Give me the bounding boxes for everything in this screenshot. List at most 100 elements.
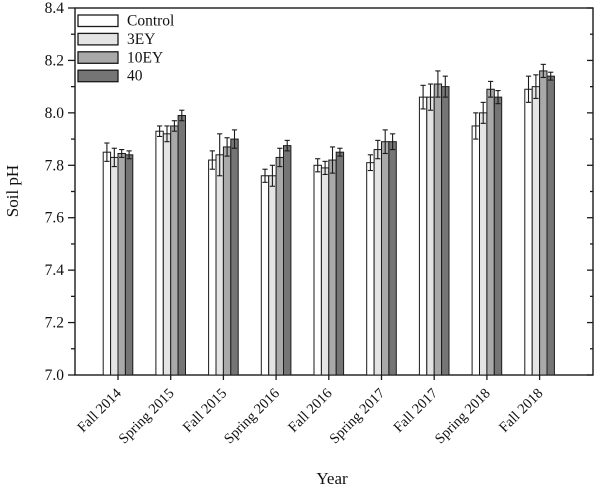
x-axis-title: Year [316, 469, 348, 488]
x-axis-tick-label: Spring 2018 [432, 386, 494, 448]
error-bar-Control-6 [420, 84, 426, 110]
y-axis-tick-label: 7.2 [45, 315, 64, 332]
x-axis-tick-label: Fall 2018 [496, 386, 546, 436]
bar-40-4 [335, 151, 345, 376]
bar-10EY-0 [117, 152, 126, 376]
error-bar-40-4 [337, 147, 343, 157]
bar-10EY-4 [328, 159, 337, 376]
error-bar-10EY-2 [224, 137, 230, 157]
error-bar-40-3 [284, 139, 290, 152]
error-bar-10EY-7 [488, 80, 494, 98]
error-bar-40-7 [495, 90, 501, 105]
legend-swatch-10EY [77, 51, 119, 64]
error-bar-Control-5 [367, 154, 373, 172]
bar-Control-5 [366, 162, 375, 376]
bar-40-0 [124, 154, 134, 376]
y-axis-tick-label: 7.0 [45, 367, 65, 384]
error-bar-10EY-5 [382, 129, 388, 155]
bar-3EY-3 [268, 175, 277, 376]
x-axis-tick-label: Fall 2015 [180, 386, 230, 436]
error-bar-Control-0 [104, 142, 110, 162]
bar-10EY-8 [539, 70, 548, 376]
legend-swatch-40 [77, 69, 119, 83]
bar-3EY-6 [426, 96, 435, 376]
error-bar-40-1 [179, 109, 185, 122]
bar-3EY-7 [479, 112, 488, 376]
bar-3EY-1 [162, 133, 172, 376]
y-axis-title: Soil pH [3, 165, 22, 217]
x-axis-tick-label: Spring 2015 [116, 386, 178, 448]
error-bar-Control-2 [209, 150, 215, 170]
error-bar-3EY-0 [111, 147, 117, 168]
bar-3EY-5 [373, 149, 383, 376]
x-axis-tick-label: Spring 2016 [221, 386, 283, 448]
y-axis-tick-label: 7.8 [45, 157, 65, 174]
error-bar-3EY-8 [533, 74, 539, 99]
error-bar-3EY-3 [269, 164, 275, 187]
bar-Control-8 [524, 88, 533, 376]
error-bar-Control-1 [157, 125, 163, 137]
bar-40-8 [546, 75, 555, 376]
bar-40-3 [283, 145, 292, 376]
legend-label-Control: Control [127, 13, 174, 30]
y-axis-tick-label: 8.4 [45, 0, 65, 17]
legend-label-3EY: 3EY [127, 31, 155, 48]
bar-10EY-2 [222, 146, 232, 376]
bar-Control-7 [471, 125, 481, 376]
y-axis-tick-label: 8.2 [45, 52, 64, 69]
error-bar-10EY-6 [435, 70, 441, 98]
bar-40-1 [177, 114, 187, 376]
error-bar-40-6 [442, 75, 448, 98]
legend-swatch-3EY [77, 32, 119, 46]
error-bar-3EY-5 [375, 139, 381, 160]
error-bar-10EY-1 [171, 120, 177, 132]
legend-label-40: 40 [127, 68, 143, 85]
error-bar-40-0 [126, 150, 132, 160]
legend-swatch-Control [77, 14, 119, 28]
error-bar-40-2 [231, 129, 238, 149]
error-bar-Control-7 [473, 112, 479, 140]
bar-Control-0 [102, 151, 112, 376]
bar-40-6 [441, 86, 450, 376]
x-axis-tick-label: Fall 2017 [391, 386, 441, 436]
bar-10EY-5 [381, 141, 390, 376]
legend-label-10EY: 10EY [127, 49, 163, 66]
bar-Control-3 [260, 175, 270, 376]
bar-3EY-4 [320, 167, 330, 376]
y-axis-tick-label: 8.0 [45, 105, 65, 122]
x-axis-tick-label: Spring 2017 [327, 386, 389, 448]
x-axis-tick-label: Fall 2016 [285, 386, 335, 436]
bar-3EY-0 [110, 156, 119, 376]
error-bar-3EY-1 [164, 125, 170, 143]
error-bar-3EY-6 [427, 83, 434, 111]
bar-10EY-1 [170, 125, 179, 376]
x-axis-tick-label: Fall 2014 [74, 385, 125, 436]
bar-10EY-7 [486, 88, 495, 376]
bar-Control-6 [418, 96, 428, 376]
error-bar-10EY-3 [277, 147, 283, 168]
bar-40-2 [230, 138, 239, 376]
bar-Control-1 [155, 130, 164, 376]
bar-40-5 [388, 141, 397, 376]
bar-Control-2 [208, 159, 217, 376]
bar-40-7 [493, 96, 503, 376]
bar-3EY-8 [531, 86, 541, 376]
error-bar-40-8 [548, 71, 554, 81]
y-axis-tick-label: 7.4 [45, 262, 65, 279]
bar-3EY-2 [215, 154, 224, 376]
error-bar-Control-3 [262, 168, 268, 183]
error-bar-10EY-4 [329, 146, 336, 174]
bar-10EY-3 [275, 156, 285, 376]
error-bar-3EY-2 [217, 133, 223, 177]
bar-Control-4 [313, 164, 322, 376]
y-axis-tick-label: 7.6 [45, 210, 65, 227]
error-bar-Control-4 [315, 158, 321, 173]
error-bar-10EY-0 [119, 149, 125, 158]
error-bar-10EY-8 [540, 63, 546, 79]
error-bar-3EY-4 [322, 160, 328, 176]
bar-10EY-6 [433, 83, 443, 376]
error-bar-Control-8 [525, 75, 532, 103]
error-bar-40-5 [390, 133, 396, 151]
